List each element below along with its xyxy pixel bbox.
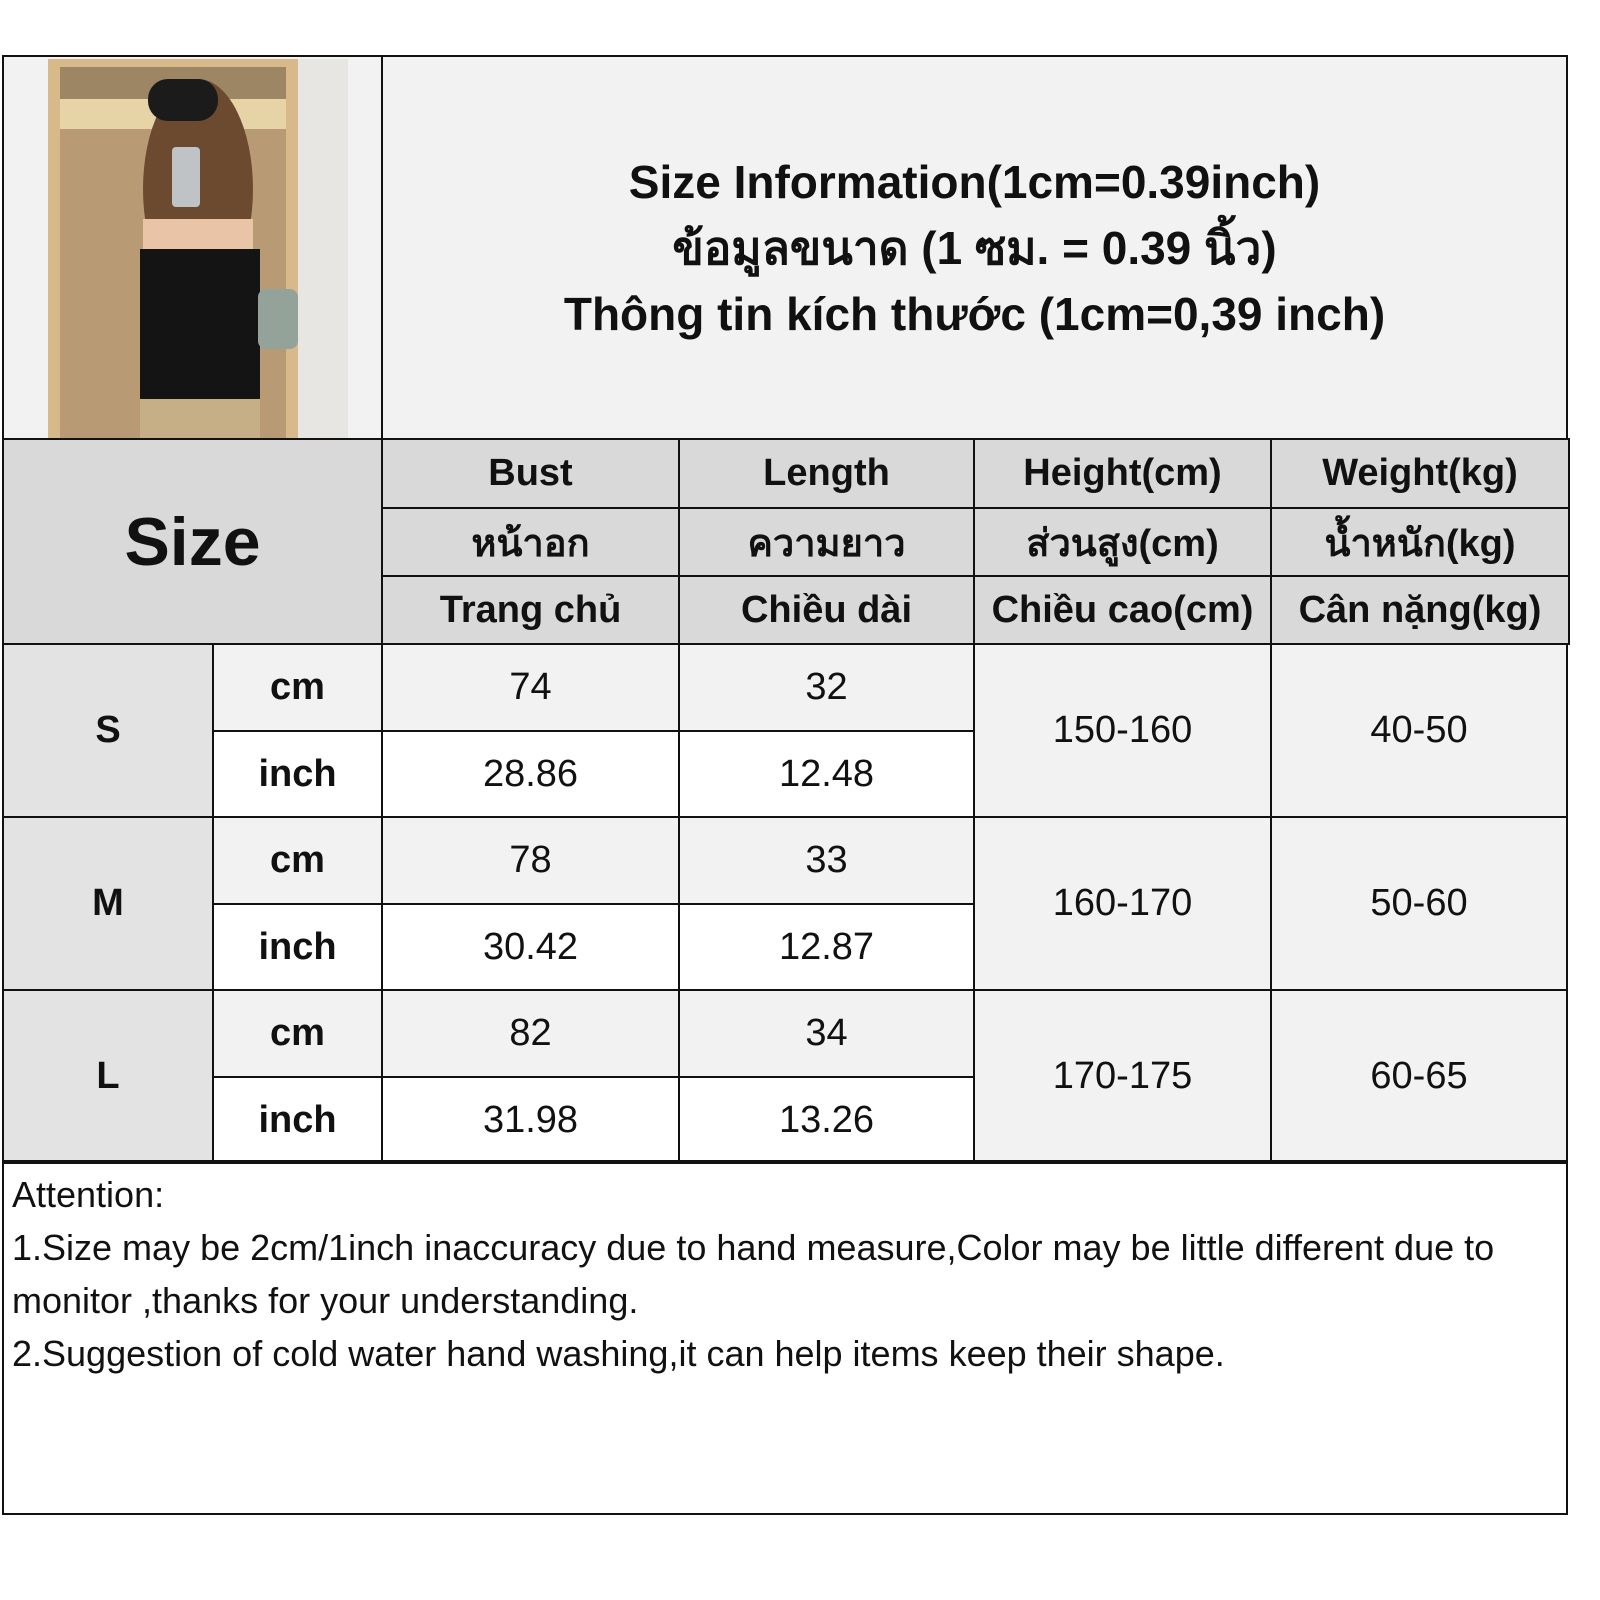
length-value: 32 bbox=[678, 643, 975, 732]
size-label-M: M bbox=[2, 816, 214, 991]
size-label-L: L bbox=[2, 989, 214, 1164]
column-header-en: Weight(kg) bbox=[1270, 438, 1570, 509]
size-header: Size bbox=[2, 438, 383, 645]
note-1: 1.Size may be 2cm/1inch inaccuracy due t… bbox=[12, 1227, 1495, 1321]
column-header-th: น้ำหนัก(kg) bbox=[1270, 507, 1570, 577]
title-thai: ข้อมูลขนาด (1 ซม. = 0.39 นิ้ว) bbox=[672, 221, 1277, 274]
length-value: 12.48 bbox=[678, 730, 975, 818]
length-value: 33 bbox=[678, 816, 975, 905]
title-english: Size Information(1cm=0.39inch) bbox=[628, 155, 1321, 208]
note-2: 2.Suggestion of cold water hand washing,… bbox=[12, 1333, 1225, 1374]
column-header-vi: Trang chủ bbox=[381, 575, 680, 645]
column-header-en: Height(cm) bbox=[973, 438, 1272, 509]
note-heading: Attention: bbox=[12, 1174, 165, 1215]
size-info-title: Size Information(1cm=0.39inch) ข้อมูลขนา… bbox=[381, 55, 1568, 440]
length-value: 13.26 bbox=[678, 1076, 975, 1164]
column-header-vi: Cân nặng(kg) bbox=[1270, 575, 1570, 645]
height-range: 150-160 bbox=[973, 643, 1272, 818]
column-header-vi: Chiều cao(cm) bbox=[973, 575, 1272, 645]
column-header-th: หน้าอก bbox=[381, 507, 680, 577]
unit-label: cm bbox=[212, 989, 383, 1078]
height-range: 160-170 bbox=[973, 816, 1272, 991]
column-header-th: ส่วนสูง(cm) bbox=[973, 507, 1272, 577]
column-header-th: ความยาว bbox=[678, 507, 975, 577]
bust-value: 74 bbox=[381, 643, 680, 732]
height-range: 170-175 bbox=[973, 989, 1272, 1164]
weight-range: 40-50 bbox=[1270, 643, 1568, 818]
bust-value: 82 bbox=[381, 989, 680, 1078]
size-label-S: S bbox=[2, 643, 214, 818]
unit-label: inch bbox=[212, 1076, 383, 1164]
bust-value: 78 bbox=[381, 816, 680, 905]
column-header-en: Bust bbox=[381, 438, 680, 509]
attention-notes: Attention: 1.Size may be 2cm/1inch inacc… bbox=[2, 1160, 1568, 1515]
column-header-vi: Chiều dài bbox=[678, 575, 975, 645]
unit-label: inch bbox=[212, 903, 383, 991]
title-vietnamese: Thông tin kích thước (1cm=0,39 inch) bbox=[563, 287, 1386, 340]
unit-label: inch bbox=[212, 730, 383, 818]
bust-value: 30.42 bbox=[381, 903, 680, 991]
length-value: 34 bbox=[678, 989, 975, 1078]
bust-value: 28.86 bbox=[381, 730, 680, 818]
bust-value: 31.98 bbox=[381, 1076, 680, 1164]
weight-range: 50-60 bbox=[1270, 816, 1568, 991]
unit-label: cm bbox=[212, 643, 383, 732]
model-photo-image bbox=[48, 59, 348, 438]
weight-range: 60-65 bbox=[1270, 989, 1568, 1164]
unit-label: cm bbox=[212, 816, 383, 905]
column-header-en: Length bbox=[678, 438, 975, 509]
product-photo bbox=[2, 55, 383, 440]
length-value: 12.87 bbox=[678, 903, 975, 991]
